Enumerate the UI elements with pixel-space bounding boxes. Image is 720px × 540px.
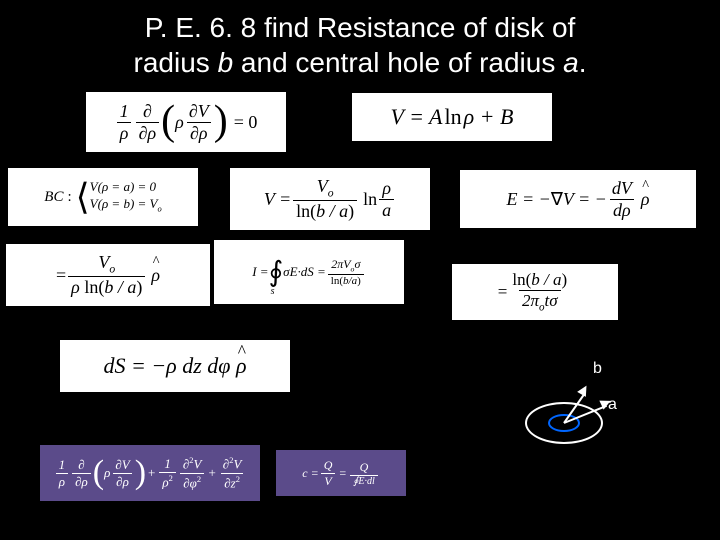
- title-line2-mid: and central hole of radius: [233, 47, 563, 78]
- eq-laplace: 1ρ ∂∂ρ ( ρ ∂V∂ρ ) = 0: [86, 92, 286, 152]
- eq-boundary-conditions: BC: ⟨ V(ρ = a) = 0 V(ρ = b) = Vo: [8, 168, 198, 226]
- eq-e-density: = Voρ ln(b / a) ρ: [6, 244, 210, 306]
- title-line2-post: .: [579, 47, 587, 78]
- title-var-b: b: [218, 47, 234, 78]
- eq-capacitance: c = QV = Q∮E·dl: [276, 450, 406, 496]
- title-line1: P. E. 6. 8 find Resistance of disk of: [145, 12, 576, 43]
- arrow-b-head: [577, 383, 591, 397]
- eq-v-expression: V = Voln(b / a) ln ρa: [230, 168, 430, 230]
- eq-electric-field: E = −∇V = − dVdρ ρ: [460, 170, 696, 228]
- eq-result: = ln(b / a) 2πotσ: [452, 264, 618, 320]
- eq-current: I = ∮s σE·dS = 2πVoσln(b/a): [214, 240, 404, 304]
- slide-title: P. E. 6. 8 find Resistance of disk of ra…: [0, 0, 720, 88]
- title-var-a: a: [563, 47, 579, 78]
- title-line2-pre: radius: [134, 47, 218, 78]
- label-b: b: [593, 360, 602, 378]
- label-a: a: [608, 396, 617, 414]
- eq-cylindrical-laplacian: 1ρ ∂∂ρ ( ρ∂V∂ρ ) + 1ρ2 ∂2V∂φ2 + ∂2V∂z2: [40, 445, 260, 501]
- eq-ds: dS = −ρ dz dφ ρ: [60, 340, 290, 392]
- eq-v-solution: V = Alnρ + B: [352, 93, 552, 141]
